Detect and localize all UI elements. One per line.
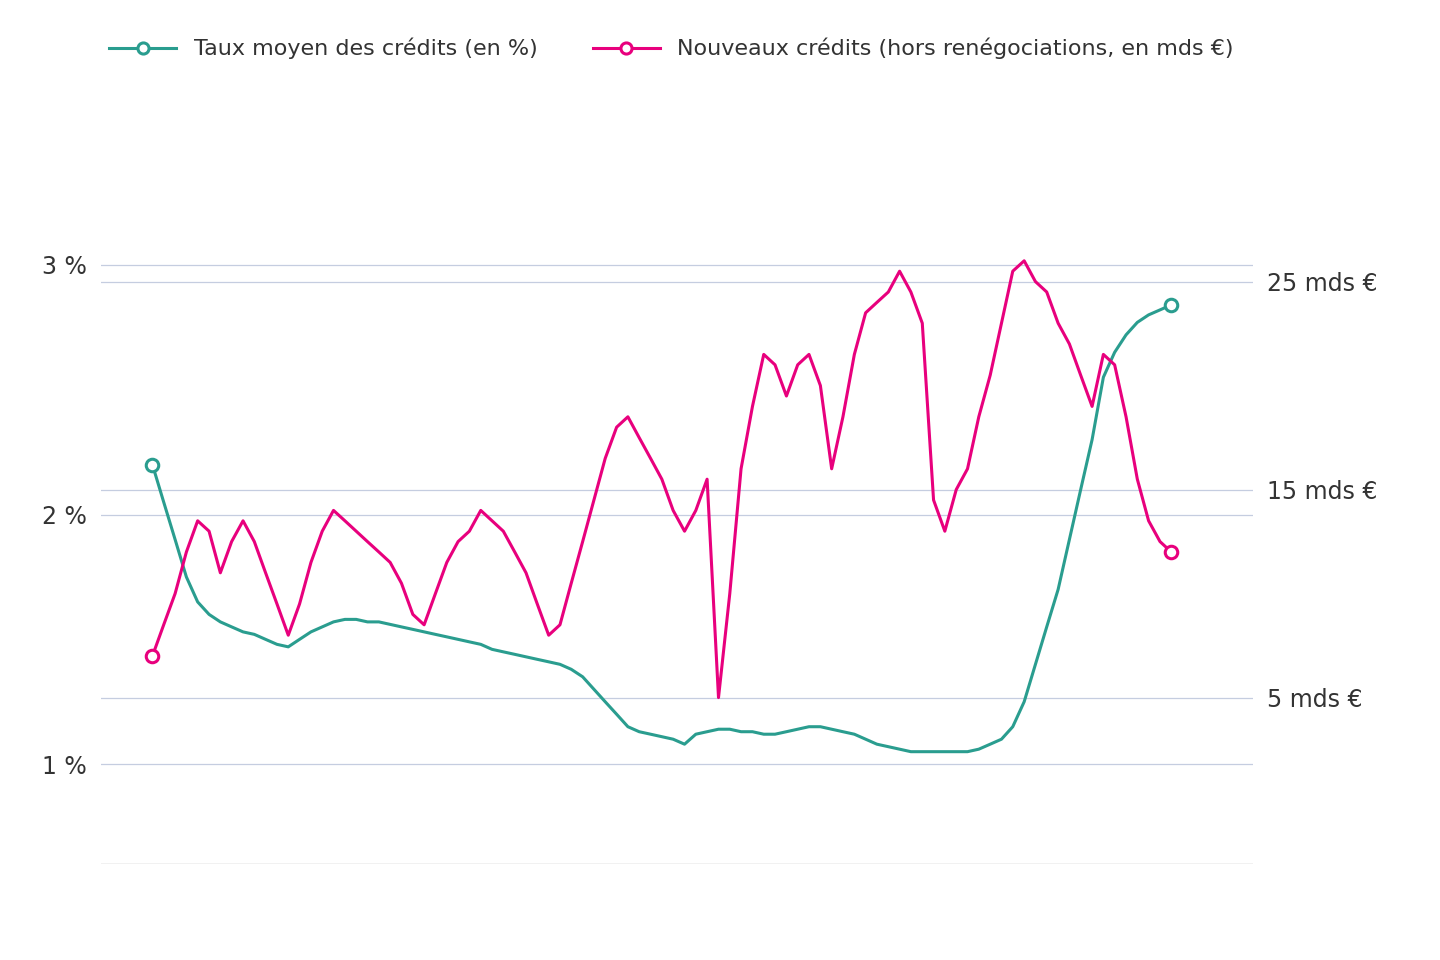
Legend: Taux moyen des crédits (en %), Nouveaux crédits (hors renégociations, en mds €): Taux moyen des crédits (en %), Nouveaux … bbox=[101, 29, 1243, 68]
